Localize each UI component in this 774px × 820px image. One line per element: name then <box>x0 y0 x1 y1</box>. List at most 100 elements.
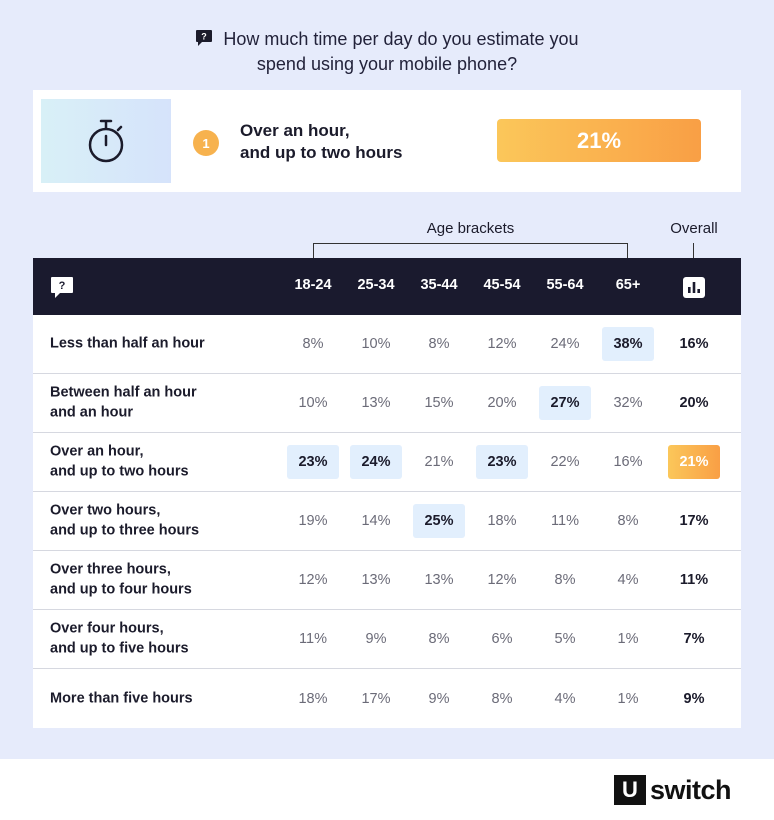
row-label: Over two hours, and up to three hours <box>50 502 260 541</box>
value-cell: 13% <box>424 572 454 588</box>
value-cell: 13% <box>361 395 391 411</box>
value-cell: 12% <box>487 336 517 352</box>
overall-cell: 16% <box>679 336 709 352</box>
column-header-35-44: 35-44 <box>420 277 458 293</box>
top-answer-value: 21% <box>497 119 701 162</box>
top-answer-label-line-2: and up to two hours <box>240 143 403 162</box>
value-cell: 8% <box>428 336 450 352</box>
table-row: More than five hours 18% 17% 9% 8% 4% 1% 9% <box>33 669 741 728</box>
row-label-line-2: and up to two hours <box>50 463 189 479</box>
value-cell: 15% <box>424 395 454 411</box>
value-cell: 18% <box>298 690 328 707</box>
value-cell: 22% <box>550 454 580 470</box>
top-answer-label: Over an hour, and up to two hours <box>240 120 470 164</box>
row-label: Over three hours, and up to four hours <box>50 561 260 600</box>
value-cell: 20% <box>487 395 517 411</box>
row-label: Over four hours, and up to five hours <box>50 620 260 659</box>
value-cell: 8% <box>302 336 324 352</box>
svg-text:?: ? <box>202 32 208 42</box>
row-label-line-1: More than five hours <box>50 689 193 706</box>
table-row: Between half an hour and an hour 10% 13% 15%… <box>33 374 741 433</box>
uswitch-logo: U switch <box>614 775 732 805</box>
value-cell: 4% <box>554 690 576 707</box>
row-label: Less than half an hour <box>50 334 260 354</box>
overall-cell: 21% <box>668 445 720 479</box>
column-header-65plus: 65+ <box>615 277 641 293</box>
bar-chart-icon <box>683 277 705 298</box>
value-cell: 17% <box>361 690 391 707</box>
value-cell: 8% <box>428 631 450 647</box>
value-cell: 13% <box>361 572 391 588</box>
row-label: Over an hour, and up to two hours <box>50 443 260 482</box>
row-label-line-2: and up to three hours <box>50 522 200 538</box>
column-header-55-64: 55-64 <box>546 277 584 293</box>
value-cell: 12% <box>487 572 517 588</box>
row-label-line-2: and an hour <box>50 404 133 420</box>
svg-text:?: ? <box>59 280 66 292</box>
table-header-row: ? 18-24 25-34 35-44 45-54 55-64 65+ <box>33 258 741 315</box>
row-label-line-2: and up to five hours <box>50 640 189 656</box>
value-cell: 10% <box>361 336 391 352</box>
column-header-18-24: 18-24 <box>294 277 332 293</box>
overall-cell: 20% <box>679 395 709 411</box>
value-cell: 1% <box>617 690 639 707</box>
value-cell: 10% <box>298 395 328 411</box>
value-cell: 12% <box>298 572 328 588</box>
row-label-line-2: and up to four hours <box>50 581 192 597</box>
overall-connector-line <box>693 243 694 259</box>
overall-cell: 11% <box>679 572 709 588</box>
results-table: ? 18-24 25-34 35-44 45-54 55-64 65+ Less than… <box>33 258 741 728</box>
column-header-45-54: 45-54 <box>483 277 521 293</box>
overall-cell: 7% <box>683 631 705 647</box>
speech-bubble-question-icon: ? <box>195 29 213 53</box>
top-answer-card: 1 Over an hour, and up to two hours 21% <box>33 90 741 192</box>
value-cell: 38% <box>602 327 654 361</box>
value-cell: 11% <box>551 513 579 529</box>
row-label: More than five hours <box>50 689 260 709</box>
table-row: Over two hours, and up to three hours 19% 1… <box>33 492 741 551</box>
stopwatch-thumbnail <box>41 99 171 183</box>
value-cell: 9% <box>365 631 387 647</box>
question-title: ? How much time per day do you estimate … <box>0 28 774 76</box>
rank-badge: 1 <box>193 130 219 156</box>
value-cell: 32% <box>613 395 643 411</box>
value-cell: 11% <box>299 631 327 647</box>
table-row: Over three hours, and up to four hours 12%… <box>33 551 741 610</box>
table-row: Less than half an hour 8% 10% 8% 12% 24% 38% 16… <box>33 315 741 374</box>
value-cell: 27% <box>539 386 591 420</box>
age-bracket-line <box>313 243 628 259</box>
row-label: Between half an hour and an hour <box>50 384 260 423</box>
overall-label: Overall <box>670 220 718 237</box>
top-answer-label-line-1: Over an hour, <box>240 121 350 140</box>
value-cell: 9% <box>428 690 450 707</box>
column-header-25-34: 25-34 <box>357 277 395 293</box>
value-cell: 8% <box>554 572 576 588</box>
logo-wordmark: switch <box>650 775 732 805</box>
value-cell: 25% <box>413 504 465 538</box>
row-label-line-1: Less than half an hour <box>50 335 205 352</box>
row-label-line-1: Over four hours, <box>50 620 164 637</box>
value-cell: 4% <box>617 572 639 588</box>
stopwatch-icon <box>88 119 124 163</box>
logo-mark: U <box>614 775 646 805</box>
value-cell: 23% <box>476 445 528 479</box>
value-cell: 19% <box>298 513 328 529</box>
table-row: Over four hours, and up to five hours 11% 9… <box>33 610 741 669</box>
value-cell: 14% <box>361 513 391 529</box>
question-bubble-icon: ? <box>50 276 74 304</box>
value-cell: 16% <box>613 454 643 470</box>
value-cell: 6% <box>491 631 513 647</box>
row-label-line-1: Over an hour, <box>50 443 144 460</box>
value-cell: 18% <box>487 513 517 529</box>
table-row: Over an hour, and up to two hours 23% 24% 21… <box>33 433 741 492</box>
overall-cell: 9% <box>683 690 705 707</box>
value-cell: 5% <box>554 631 576 647</box>
value-cell: 24% <box>550 336 580 352</box>
question-line-2: spend using your mobile phone? <box>256 54 518 74</box>
value-cell: 21% <box>424 454 454 470</box>
age-brackets-label: Age brackets <box>426 220 515 237</box>
value-cell: 1% <box>617 631 639 647</box>
value-cell: 8% <box>491 690 513 707</box>
overall-cell: 17% <box>679 513 709 529</box>
row-label-line-1: Over three hours, <box>50 561 171 578</box>
